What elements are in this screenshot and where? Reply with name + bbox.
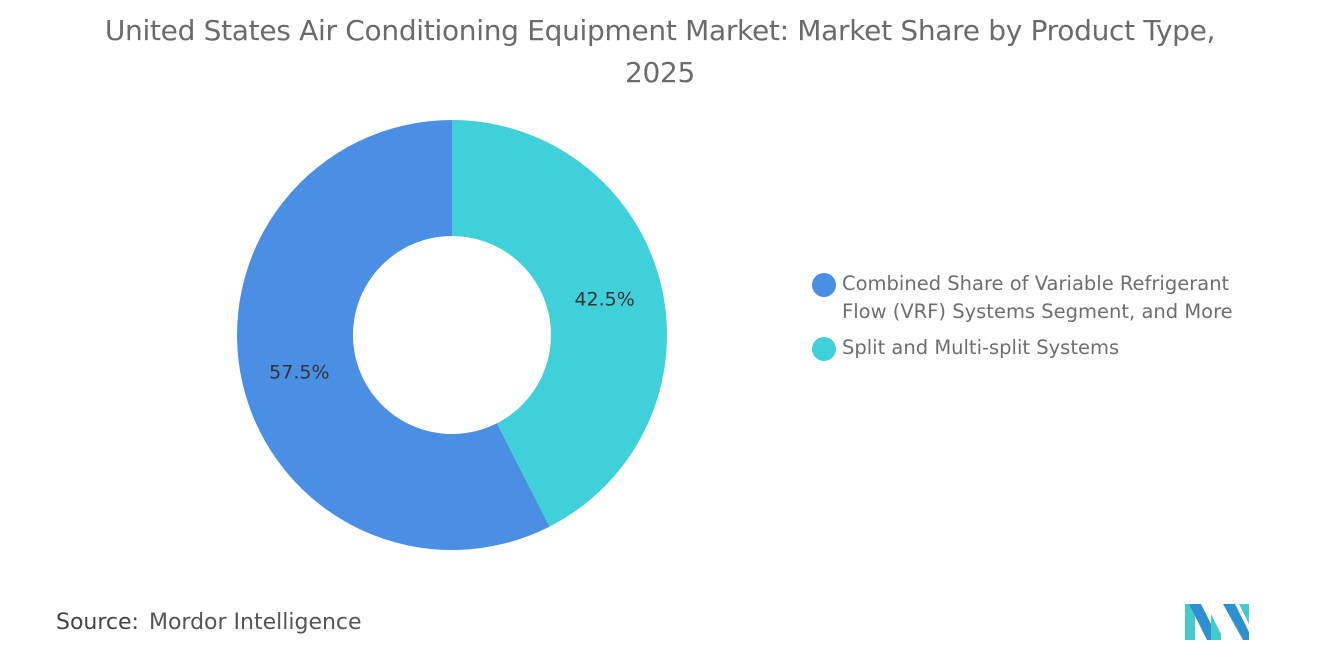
source-label: Source: <box>56 610 139 635</box>
data-label: 57.5% <box>269 362 329 384</box>
legend-swatch <box>812 273 836 297</box>
legend-swatch <box>812 337 836 361</box>
legend-item[interactable]: Split and Multi-split Systems <box>812 334 1252 362</box>
chart-title: United States Air Conditioning Equipment… <box>104 14 1216 89</box>
donut-slice[interactable] <box>237 120 550 551</box>
legend-label: Split and Multi-split Systems <box>842 336 1120 359</box>
donut-slice[interactable] <box>452 120 667 527</box>
legend: Combined Share of Variable Refrigerant F… <box>812 270 1252 370</box>
source-note: Source: Mordor Intelligence <box>56 610 362 635</box>
source-value: Mordor Intelligence <box>148 610 362 635</box>
legend-label: Combined Share of Variable Refrigerant F… <box>842 272 1233 323</box>
mordor-logo <box>1185 604 1249 640</box>
data-label: 42.5% <box>574 288 634 310</box>
legend-item[interactable]: Combined Share of Variable Refrigerant F… <box>812 270 1252 326</box>
